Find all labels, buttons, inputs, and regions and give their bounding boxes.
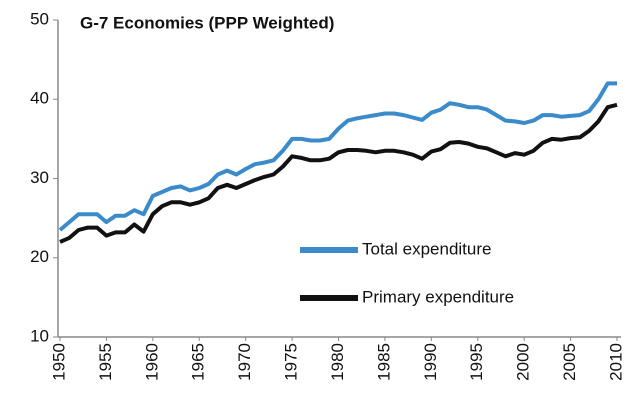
legend-label: Primary expenditure <box>362 287 514 306</box>
x-tick-label: 1955 <box>96 343 115 381</box>
x-tick-label: 1975 <box>282 343 301 381</box>
x-tick-label: 1980 <box>328 343 347 381</box>
y-tick-label: 30 <box>30 168 49 187</box>
x-tick-label: 2010 <box>606 343 625 381</box>
y-tick-label: 10 <box>30 326 49 345</box>
series-line <box>58 81 617 232</box>
x-tick-label: 1965 <box>189 343 208 381</box>
series-line <box>59 102 618 244</box>
x-tick-label: 1985 <box>374 343 393 381</box>
x-tick-label: 1995 <box>467 343 486 381</box>
x-tick-label: 2000 <box>514 343 533 381</box>
y-tick-label: 40 <box>30 89 49 108</box>
x-tick-label: 1950 <box>49 343 68 381</box>
legend-label: Total expenditure <box>362 239 491 258</box>
x-tick-label: 1960 <box>142 343 161 381</box>
x-tick-label: 1970 <box>235 343 254 381</box>
chart-title: G-7 Economies (PPP Weighted) <box>80 13 334 32</box>
x-tick-label: 2005 <box>560 343 579 381</box>
y-tick-label: 20 <box>30 247 49 266</box>
y-tick-label: 50 <box>30 9 49 28</box>
x-tick-label: 1990 <box>421 343 440 381</box>
